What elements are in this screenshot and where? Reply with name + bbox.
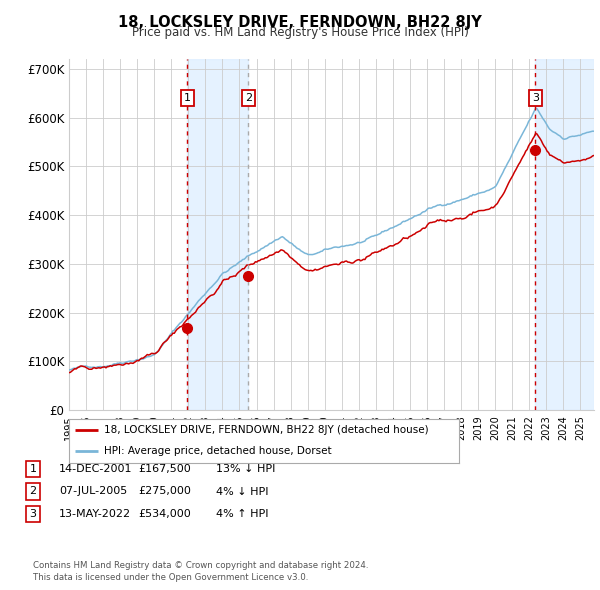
Text: £167,500: £167,500 bbox=[138, 464, 191, 474]
Bar bbox=[535, 59, 594, 410]
Bar bbox=[187, 59, 248, 410]
Text: 13% ↓ HPI: 13% ↓ HPI bbox=[216, 464, 275, 474]
Text: £275,000: £275,000 bbox=[138, 487, 191, 496]
Text: 13-MAY-2022: 13-MAY-2022 bbox=[59, 509, 131, 519]
Text: Price paid vs. HM Land Registry's House Price Index (HPI): Price paid vs. HM Land Registry's House … bbox=[131, 26, 469, 39]
Text: 18, LOCKSLEY DRIVE, FERNDOWN, BH22 8JY: 18, LOCKSLEY DRIVE, FERNDOWN, BH22 8JY bbox=[118, 15, 482, 30]
Text: 3: 3 bbox=[532, 93, 539, 103]
Text: HPI: Average price, detached house, Dorset: HPI: Average price, detached house, Dors… bbox=[104, 446, 332, 455]
Text: Contains HM Land Registry data © Crown copyright and database right 2024.: Contains HM Land Registry data © Crown c… bbox=[33, 560, 368, 570]
Text: This data is licensed under the Open Government Licence v3.0.: This data is licensed under the Open Gov… bbox=[33, 572, 308, 582]
Text: 18, LOCKSLEY DRIVE, FERNDOWN, BH22 8JY (detached house): 18, LOCKSLEY DRIVE, FERNDOWN, BH22 8JY (… bbox=[104, 425, 429, 435]
Text: 4% ↓ HPI: 4% ↓ HPI bbox=[216, 487, 269, 496]
Text: 4% ↑ HPI: 4% ↑ HPI bbox=[216, 509, 269, 519]
Text: 07-JUL-2005: 07-JUL-2005 bbox=[59, 487, 127, 496]
Text: £534,000: £534,000 bbox=[138, 509, 191, 519]
Text: 2: 2 bbox=[245, 93, 252, 103]
Text: 3: 3 bbox=[29, 509, 37, 519]
Text: 2: 2 bbox=[29, 487, 37, 496]
Text: 1: 1 bbox=[29, 464, 37, 474]
Text: 14-DEC-2001: 14-DEC-2001 bbox=[59, 464, 133, 474]
Text: 1: 1 bbox=[184, 93, 191, 103]
